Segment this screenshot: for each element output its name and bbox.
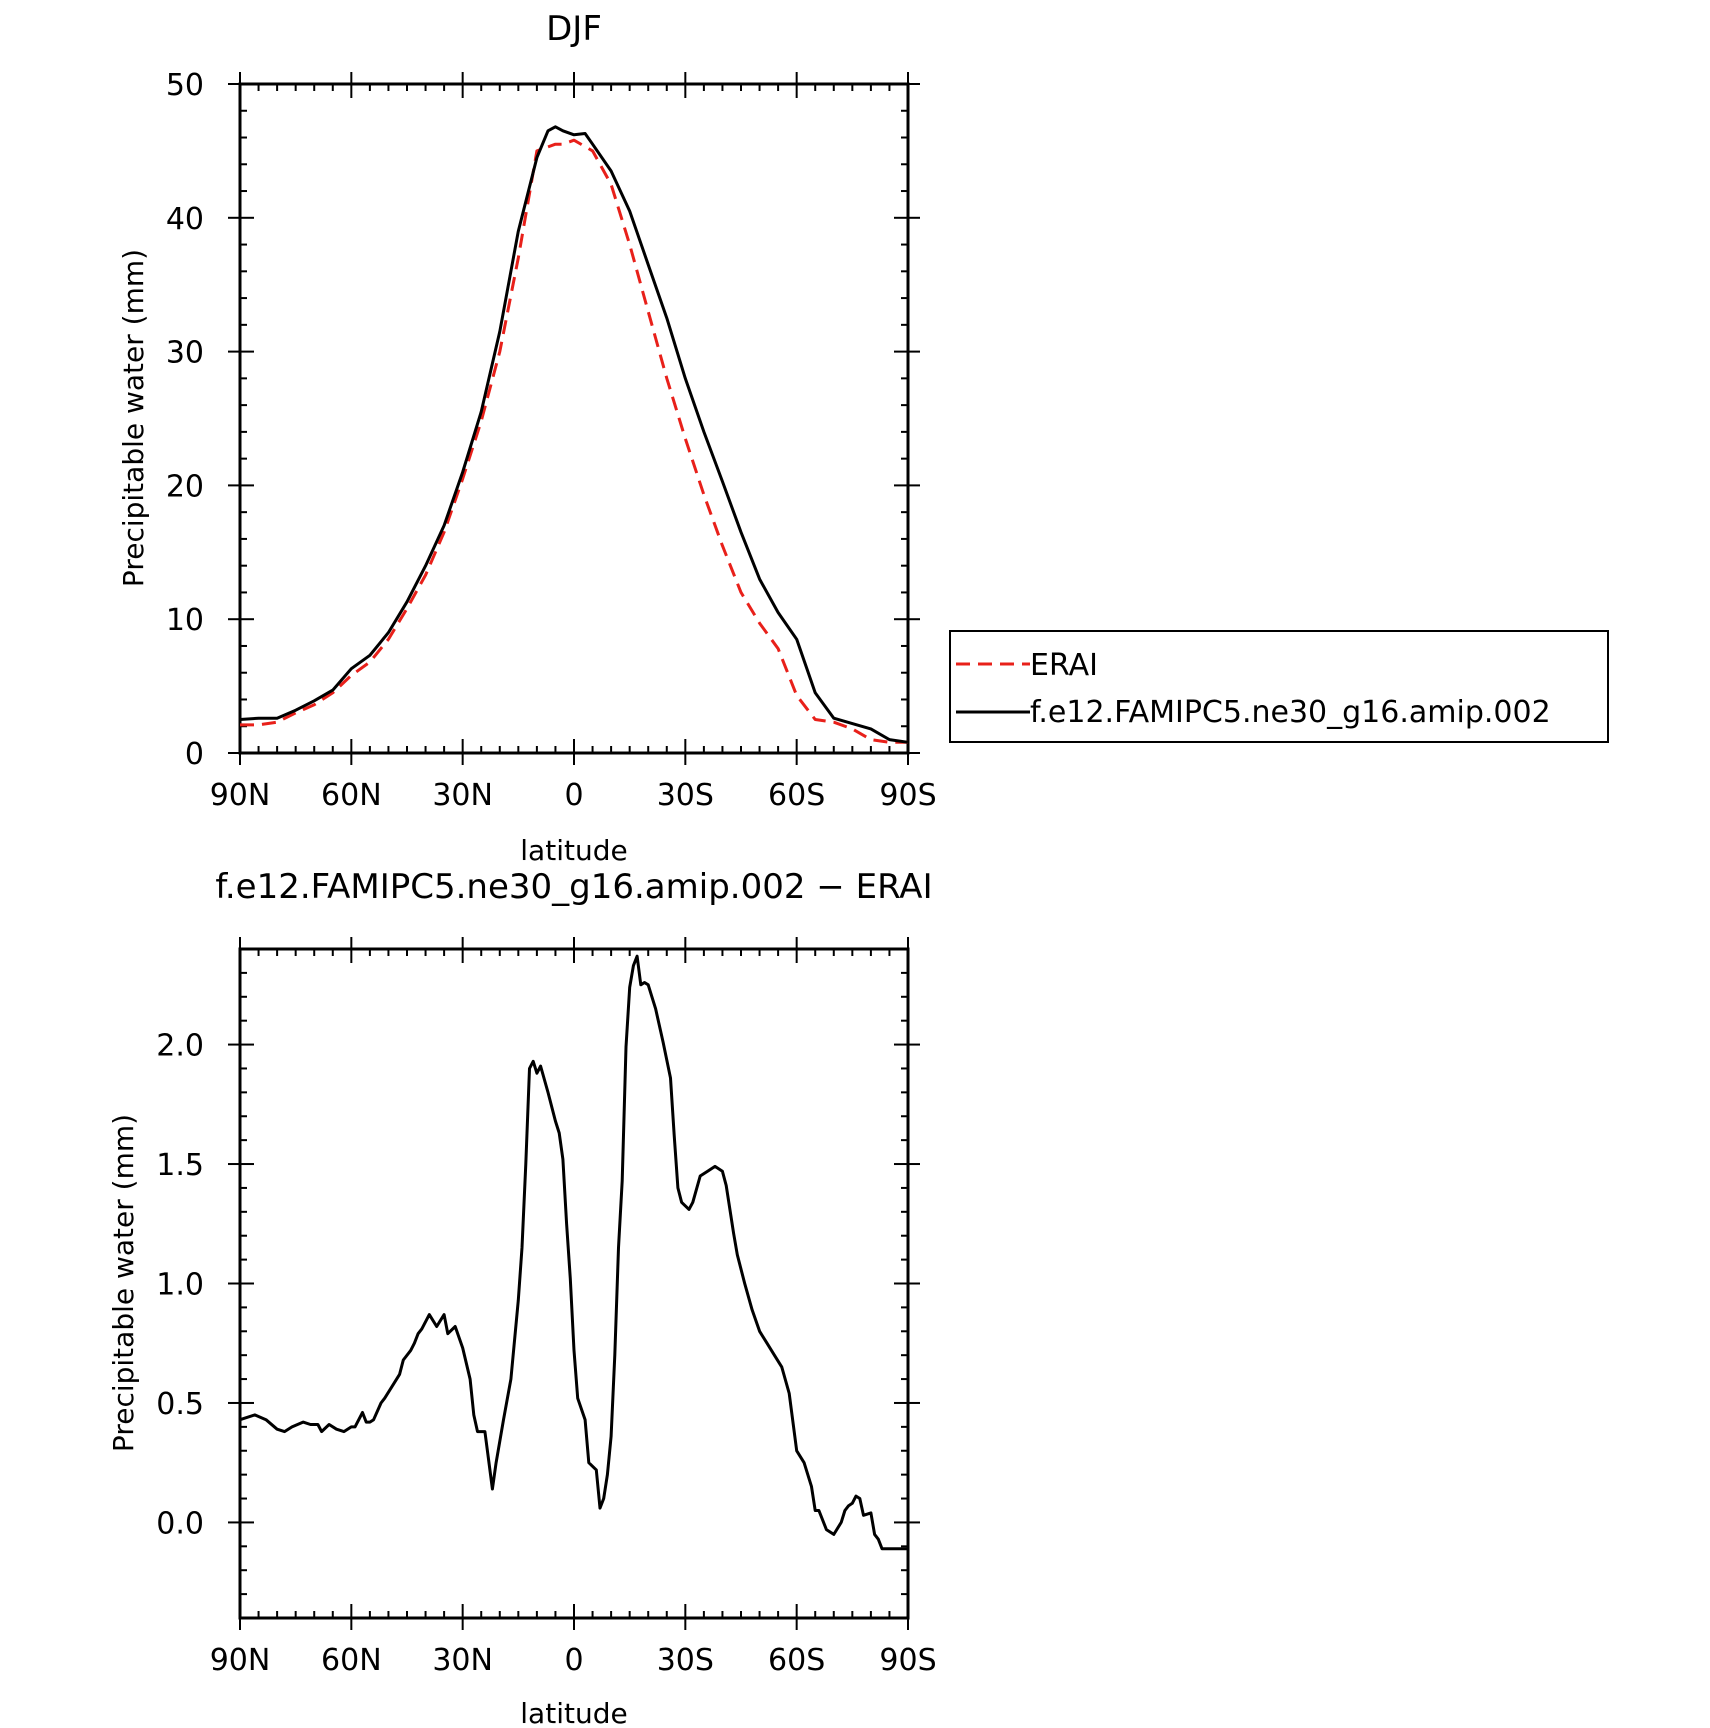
x-tick-label: 30S	[657, 1643, 714, 1678]
y-tick-label: 40	[166, 202, 204, 237]
top-series-group	[239, 125, 909, 744]
top-title: DJF	[546, 9, 602, 49]
x-tick-label: 60N	[321, 778, 382, 813]
top-x-axis: 90N 60N 30N 0 30S 60S 90S	[210, 72, 937, 813]
x-tick-label: 90N	[210, 1643, 271, 1678]
y-tick-label: 0.5	[156, 1387, 204, 1422]
y-tick-label: 20	[166, 469, 204, 504]
panel-top: DJF 90N 60N 30N 0 30S 60S 90S 0 10 20 30 40 50 lati…	[117, 9, 1609, 867]
y-tick-label: 1.5	[156, 1148, 204, 1183]
bottom-series-group	[239, 954, 908, 1551]
y-tick-label: 10	[166, 603, 204, 638]
x-tick-label: 90N	[210, 778, 271, 813]
top-series-line-model	[239, 125, 909, 744]
bottom-plot-frame	[238, 947, 910, 1620]
x-tick-label: 30N	[432, 778, 493, 813]
legend-box	[949, 630, 1609, 743]
bottom-y-axis-label: Precipitable water (mm)	[107, 1114, 140, 1452]
bottom-title: f.e12.FAMIPC5.ne30_g16.amip.002 − ERAI	[215, 867, 932, 907]
x-tick-label: 0	[564, 1643, 583, 1678]
y-tick-label: 1.0	[156, 1268, 204, 1303]
y-tick-label: 50	[166, 68, 204, 103]
x-tick-label: 30N	[432, 1643, 493, 1678]
y-tick-label: 2.0	[156, 1029, 204, 1064]
legend: ERAI f.e12.FAMIPC5.ne30_g16.amip.002	[949, 630, 1609, 743]
x-tick-label: 60S	[768, 1643, 825, 1678]
x-tick-label: 0	[564, 778, 583, 813]
top-plot-frame	[238, 82, 910, 755]
legend-label-model: f.e12.FAMIPC5.ne30_g16.amip.002	[1030, 695, 1551, 730]
x-tick-label: 90S	[879, 1643, 936, 1678]
top-x-axis-label: latitude	[520, 834, 627, 867]
y-tick-label: 0.0	[156, 1506, 204, 1541]
bottom-x-axis: 90N 60N 30N 0 30S 60S 90S	[210, 937, 937, 1678]
top-y-axis: 0 10 20 30 40 50	[166, 68, 920, 772]
bottom-y-axis: 0.0 0.5 1.0 1.5 2.0	[156, 948, 920, 1619]
y-tick-label: 30	[166, 336, 204, 371]
top-series-line-erai	[240, 138, 908, 744]
bottom-x-axis-label: latitude	[520, 1697, 627, 1728]
y-tick-label: 0	[185, 737, 204, 772]
x-tick-label: 90S	[879, 778, 936, 813]
x-tick-label: 60N	[321, 1643, 382, 1678]
top-y-axis-label: Precipitable water (mm)	[117, 249, 150, 587]
bottom-series-line-difference	[239, 954, 908, 1551]
x-tick-label: 30S	[657, 778, 714, 813]
legend-label-erai: ERAI	[1030, 648, 1098, 683]
panel-bottom: f.e12.FAMIPC5.ne30_g16.amip.002 − ERAI 9…	[107, 867, 937, 1728]
x-tick-label: 60S	[768, 778, 825, 813]
